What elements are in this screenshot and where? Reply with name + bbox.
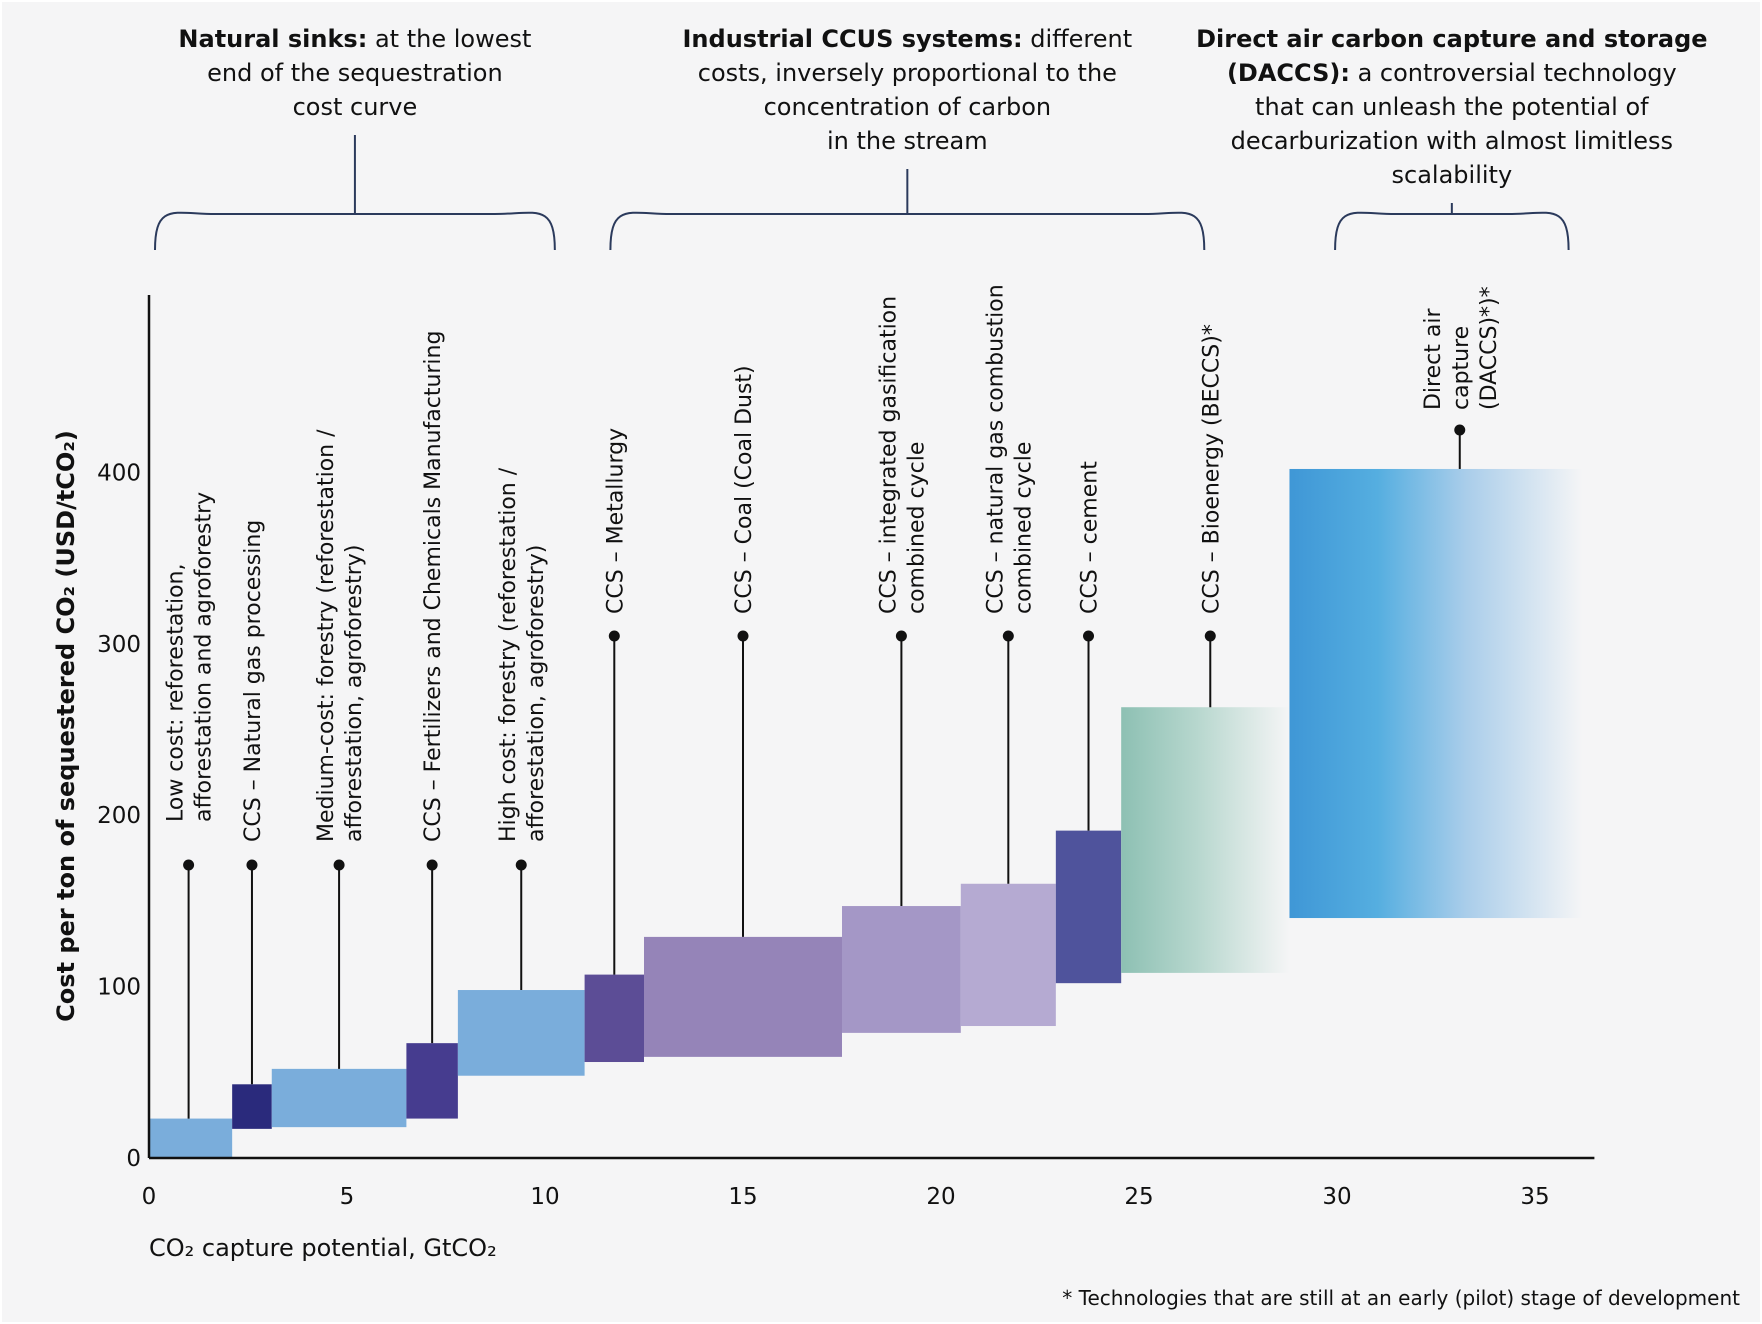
y-tick-label: 0 <box>126 1146 141 1172</box>
group-heading-text: a controversial technology <box>1350 59 1677 87</box>
group-brace-2 <box>609 211 1206 251</box>
leader-dot-6 <box>608 630 620 642</box>
bars-layer <box>149 468 1583 1158</box>
x-tick-label: 35 <box>1520 1184 1549 1210</box>
x-tick-label: 5 <box>340 1184 355 1210</box>
bar-8 <box>842 906 961 1033</box>
bar-3 <box>271 1068 407 1128</box>
bar-label-8-line-2: combined cycle <box>904 442 929 614</box>
axes-layer: 0 100 200 300 400 0 5 10 15 20 25 30 35 CO₂ capture p… <box>52 295 1740 1310</box>
group-heading-2-line-2: costs, inversely proportional to the <box>698 59 1117 87</box>
group-heading-text: end of the sequestration <box>207 59 503 87</box>
text-layer: Low cost: reforestation, afforestation an… <box>164 284 1502 842</box>
group-heading-text: decarburization with almost limitless <box>1231 127 1673 155</box>
footnote: * Technologies that are still at an earl… <box>1062 1286 1740 1310</box>
group-heading-3-line-4: decarburization with almost limitless <box>1231 127 1673 155</box>
bar-label-9-line-1: CCS – natural gas combustion <box>983 284 1008 614</box>
x-tick-label: 10 <box>530 1184 559 1210</box>
leader-dot-1 <box>183 859 195 871</box>
group-brace-3 <box>1334 211 1570 251</box>
group-heading-3-line-2: (DACCS): a controversial technology <box>1227 59 1677 87</box>
leader-dot-10 <box>1083 630 1095 642</box>
group-heading-text: costs, inversely proportional to the <box>698 59 1117 87</box>
group-heading-3-line-5: scalability <box>1392 161 1513 189</box>
bar-9 <box>960 883 1056 1027</box>
bar-label-4-line-1: CCS – Fertilizers and Chemicals Manufact… <box>421 331 446 842</box>
group-heading-1-line-1: Natural sinks: at the lowest <box>178 25 531 53</box>
leader-dot-4 <box>426 859 438 871</box>
group-heading-2-line-4: in the stream <box>827 127 988 155</box>
bar-label-8-line-1: CCS – integrated gasification <box>876 296 901 614</box>
x-tick-label: 15 <box>728 1184 757 1210</box>
bar-1 <box>149 1118 233 1158</box>
group-heading-text: cost curve <box>293 93 418 121</box>
bar-label-3-line-1: Medium-cost: forestry (reforestation / <box>314 429 339 842</box>
group-heading-3-line-3: that can unleash the potential of <box>1255 93 1649 121</box>
bar-label-7-line-1: CCS – Coal (Coal Dust) <box>732 365 757 614</box>
bar-label-6-line-1: CCS – Metallurgy <box>603 428 628 614</box>
group-heading-text: that can unleash the potential of <box>1255 93 1649 121</box>
leader-dot-8 <box>895 630 907 642</box>
group-heading-1-line-2: end of the sequestration <box>207 59 503 87</box>
bar-4 <box>406 1043 458 1119</box>
x-tick-label: 0 <box>142 1184 157 1210</box>
y-tick-label: 200 <box>97 803 141 829</box>
bar-label-11-line-1: CCS – Bioenergy (BECCS)* <box>1199 324 1224 614</box>
group-brace-1 <box>154 211 556 251</box>
group-heading-bold: (DACCS): <box>1227 59 1350 87</box>
leader-dot-9 <box>1002 630 1014 642</box>
bar-label-9-line-2: combined cycle <box>1011 442 1036 614</box>
bar-label-2-line-1: CCS – Natural gas processing <box>241 520 266 842</box>
bar-label-5-line-1: High cost: forestry (reforestation / <box>496 467 521 842</box>
bar-label-1-line-2: afforestation and agroforestry <box>192 492 217 822</box>
bar-label-10-line-1: CCS – cement <box>1078 461 1103 614</box>
leader-dot-12 <box>1454 424 1466 436</box>
leader-dot-3 <box>333 859 345 871</box>
leader-dot-11 <box>1204 630 1216 642</box>
x-axis-title: CO₂ capture potential, GtCO₂ <box>149 1234 497 1262</box>
y-tick-label: 400 <box>97 460 141 486</box>
bar-label-1-line-1: Low cost: reforestation, <box>164 564 189 822</box>
leader-dot-5 <box>515 859 527 871</box>
group-heading-3-line-1: Direct air carbon capture and storage <box>1196 25 1707 53</box>
group-heading-text: in the stream <box>827 127 988 155</box>
y-tick-label: 100 <box>97 975 141 1001</box>
group-annotations: Natural sinks: at the lowest end of the s… <box>154 25 1708 251</box>
bar-6 <box>584 974 644 1063</box>
bar-2 <box>232 1084 272 1129</box>
bar-label-12-line-2: capture <box>1449 326 1474 410</box>
bar-7 <box>644 936 842 1057</box>
x-tick-label: 30 <box>1322 1184 1351 1210</box>
bar-10 <box>1055 830 1122 984</box>
group-heading-2-line-1: Industrial CCUS systems: different <box>683 25 1133 53</box>
bar-label-12-line-3: (DACCS)*)* <box>1477 286 1502 410</box>
group-heading-text: different <box>1023 25 1133 53</box>
bar-11 <box>1121 707 1290 973</box>
bar-label-12-line-1: Direct air <box>1421 308 1446 410</box>
bar-label-3-line-2: afforestation, agroforestry) <box>342 545 367 842</box>
bar-5 <box>457 990 585 1076</box>
group-heading-2-line-3: concentration of carbon <box>764 93 1052 121</box>
y-axis-title: Cost per ton of sequestered CO₂ (USD/tCO… <box>52 430 80 1022</box>
x-tick-label: 25 <box>1124 1184 1153 1210</box>
group-heading-bold: Direct air carbon capture and storage <box>1196 25 1707 53</box>
group-heading-text: scalability <box>1392 161 1513 189</box>
y-tick-label: 300 <box>97 632 141 658</box>
group-heading-1-line-3: cost curve <box>293 93 418 121</box>
group-heading-text: concentration of carbon <box>764 93 1052 121</box>
group-heading-bold: Natural sinks: <box>178 25 367 53</box>
group-heading-bold: Industrial CCUS systems: <box>683 25 1023 53</box>
x-tick-label: 20 <box>926 1184 955 1210</box>
group-heading-text: at the lowest <box>367 25 531 53</box>
leader-dot-7 <box>737 630 749 642</box>
label-leaders-layer <box>183 424 1466 1119</box>
bar-12 <box>1289 468 1583 919</box>
bar-label-5-line-2: afforestation, agroforestry) <box>524 545 549 842</box>
leader-dot-2 <box>246 859 258 871</box>
